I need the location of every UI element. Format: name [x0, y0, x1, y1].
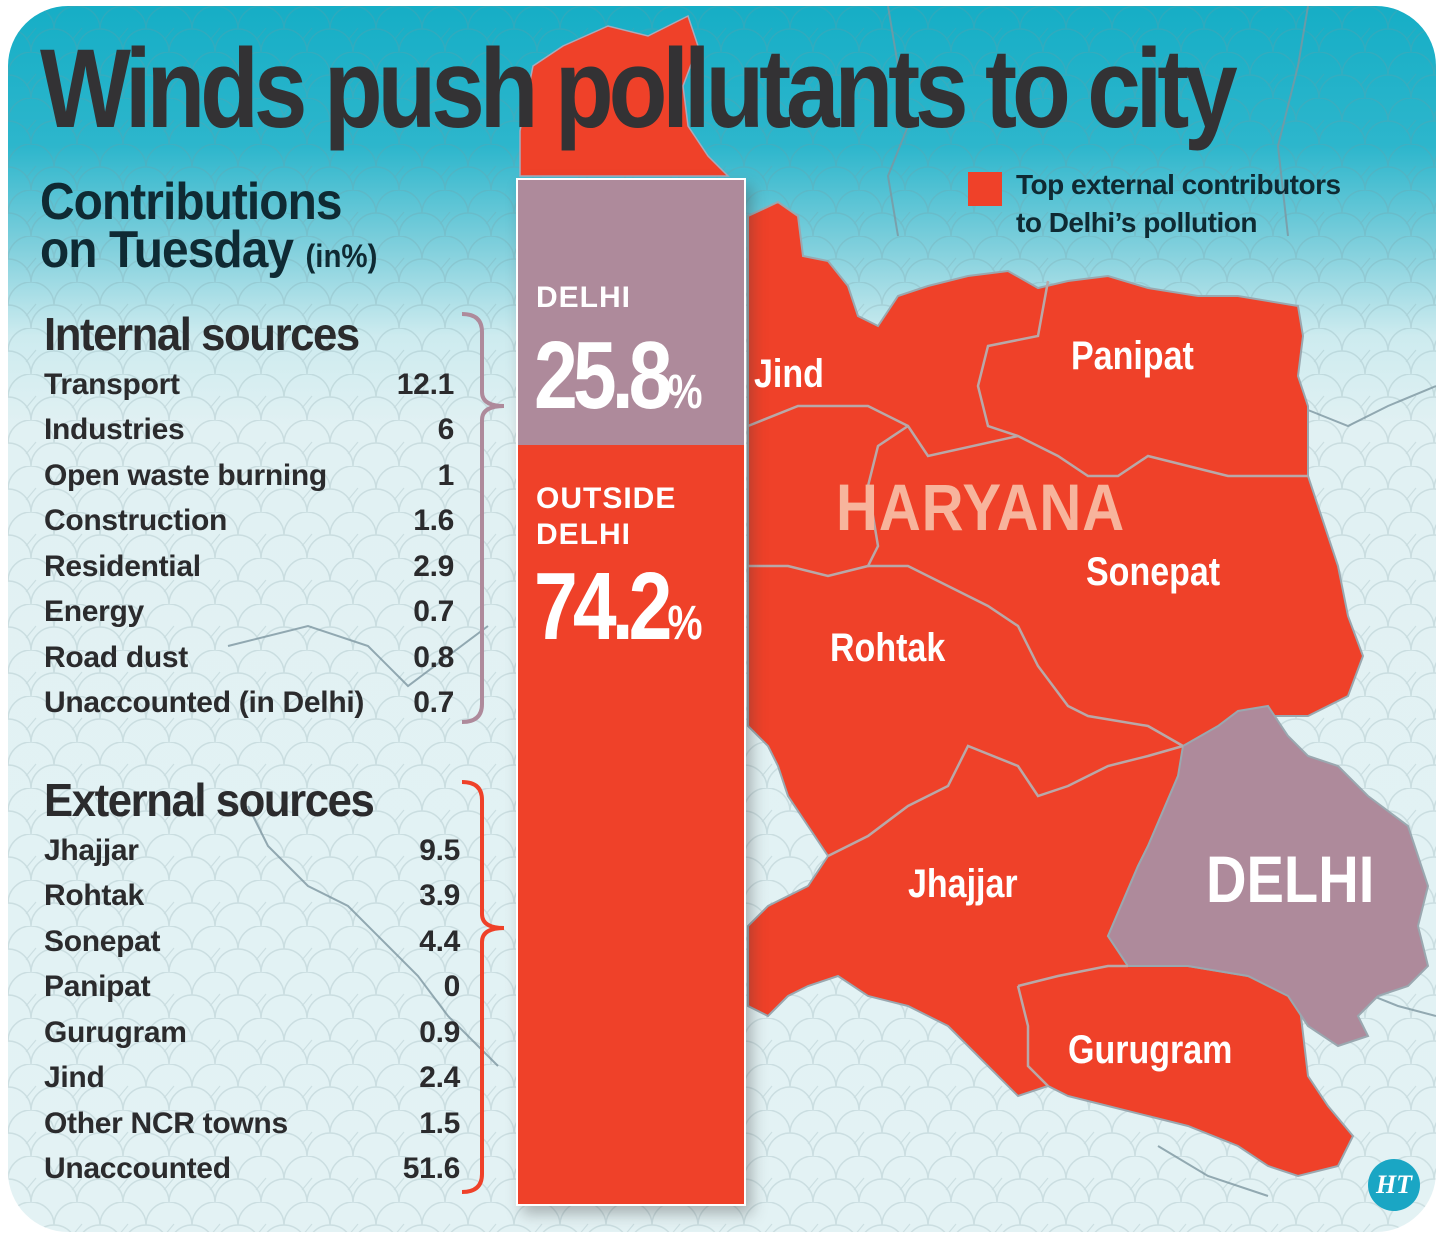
- list-item: Jhajjar 9.5: [44, 828, 460, 874]
- legend-line-1: Top external contributors: [1016, 169, 1341, 200]
- delhi-segment-value: 25.8%: [534, 326, 703, 443]
- list-item: Construction 1.6: [44, 499, 454, 545]
- list-item: Residential 2.9: [44, 544, 454, 590]
- source-value: 0.7: [413, 686, 454, 720]
- source-value: 0.8: [413, 640, 454, 674]
- map-label-delhi: DELHI: [1206, 842, 1375, 916]
- source-label: Jind: [44, 1061, 105, 1095]
- percent-sign: %: [667, 597, 703, 650]
- bar-segment-delhi: DELHI 25.8%: [518, 180, 744, 445]
- legend-text: Top external contributors to Delhi’s pol…: [1016, 166, 1341, 242]
- source-label: Sonepat: [44, 924, 161, 958]
- source-label: Construction: [44, 504, 228, 538]
- delhi-region: [1106, 704, 1430, 1048]
- delhi-percent-number: 25.8: [534, 322, 672, 429]
- list-item: Transport 12.1: [44, 362, 454, 408]
- map-label-rohtak: Rohtak: [830, 626, 946, 670]
- outside-percent-number: 74.2: [534, 553, 672, 660]
- outside-segment-label-2: DELHI: [536, 518, 631, 551]
- source-label: Jhajjar: [44, 833, 139, 867]
- source-value: 12.1: [396, 367, 455, 401]
- list-item: Road dust 0.8: [44, 635, 454, 681]
- source-label: Gurugram: [44, 1015, 187, 1049]
- legend-swatch-red: [968, 172, 1002, 206]
- subtitle-unit: (in%): [305, 238, 378, 274]
- source-value: 1.5: [419, 1106, 460, 1140]
- list-item: Rohtak 3.9: [44, 874, 460, 920]
- source-label: Residential: [44, 549, 201, 583]
- haryana-delhi-map: [227, 6, 1436, 1197]
- source-value: 0.9: [419, 1015, 460, 1049]
- source-label: Rohtak: [44, 879, 144, 913]
- source-label: Energy: [44, 595, 144, 629]
- infographic-card: Winds push pollutants to city Contributi…: [8, 6, 1436, 1232]
- share-stacked-bar: DELHI 25.8% OUTSIDE DELHI 74.2%: [516, 178, 746, 1206]
- outside-segment-value: 74.2%: [534, 557, 703, 674]
- ht-logo-icon: HT: [1368, 1159, 1420, 1211]
- grouping-brackets: [461, 312, 505, 1194]
- list-item: Sonepat 4.4: [44, 919, 460, 965]
- source-value: 4.4: [419, 924, 460, 958]
- source-value: 2.4: [419, 1061, 460, 1095]
- source-label: Road dust: [44, 640, 188, 674]
- list-item: Unaccounted (in Delhi) 0.7: [44, 681, 454, 727]
- percent-sign: %: [667, 366, 703, 419]
- outside-segment-label-1: OUTSIDE: [536, 482, 677, 515]
- list-item: Other NCR towns 1.5: [44, 1101, 460, 1147]
- list-item: Industries 6: [44, 408, 454, 454]
- list-item: Gurugram 0.9: [44, 1010, 460, 1056]
- source-value: 1.6: [413, 504, 454, 538]
- map-label-panipat: Panipat: [1071, 334, 1194, 378]
- map-legend: Top external contributors to Delhi’s pol…: [968, 166, 1341, 242]
- external-sources-list: Jhajjar 9.5 Rohtak 3.9 Sonepat 4.4 Panipat 0…: [44, 828, 460, 1192]
- source-label: Panipat: [44, 970, 151, 1004]
- source-value: 9.5: [419, 833, 460, 867]
- bar-segment-outside-delhi: OUTSIDE DELHI 74.2%: [518, 445, 744, 1204]
- list-item: Jind 2.4: [44, 1056, 460, 1102]
- legend-line-2: to Delhi’s pollution: [1016, 207, 1257, 238]
- chart-subtitle: Contributions on Tuesday (in%): [40, 173, 378, 280]
- internal-bracket: [461, 312, 505, 724]
- subtitle-line-2: on Tuesday (in%): [40, 224, 378, 280]
- subtitle-day: on Tuesday: [40, 221, 294, 279]
- source-label: Industries: [44, 413, 185, 447]
- source-label: Other NCR towns: [44, 1106, 288, 1140]
- map-label-gurugram: Gurugram: [1068, 1028, 1233, 1072]
- list-item: Unaccounted 51.6: [44, 1147, 460, 1193]
- map-label-sonepat: Sonepat: [1086, 550, 1221, 594]
- list-item: Panipat 0: [44, 965, 460, 1011]
- source-label: Transport: [44, 367, 180, 401]
- map-label-haryana: HARYANA: [836, 470, 1126, 544]
- source-label: Open waste burning: [44, 458, 327, 492]
- list-item: Open waste burning 1: [44, 453, 454, 499]
- list-item: Energy 0.7: [44, 590, 454, 636]
- map-label-jhajjar: Jhajjar: [908, 862, 1018, 906]
- source-value: 1: [437, 458, 455, 492]
- source-value: 0: [443, 970, 461, 1004]
- subtitle-line-1: Contributions: [40, 173, 343, 231]
- external-sources-heading: External sources: [44, 774, 375, 826]
- source-label: Unaccounted (in Delhi): [44, 686, 365, 720]
- page-title: Winds push pollutants to city: [40, 26, 1238, 151]
- delhi-segment-label: DELHI: [536, 281, 631, 314]
- source-label: Unaccounted: [44, 1152, 231, 1186]
- source-value: 2.9: [413, 549, 454, 583]
- map-label-jind: Jind: [754, 352, 824, 396]
- external-bracket: [461, 780, 505, 1194]
- source-value: 6: [437, 413, 455, 447]
- source-value: 0.7: [413, 595, 454, 629]
- district-north: [519, 14, 730, 177]
- internal-sources-list: Transport 12.1 Industries 6 Open waste bur…: [44, 362, 454, 726]
- source-value: 3.9: [419, 879, 460, 913]
- internal-sources-heading: Internal sources: [44, 308, 360, 360]
- source-value: 51.6: [402, 1152, 461, 1186]
